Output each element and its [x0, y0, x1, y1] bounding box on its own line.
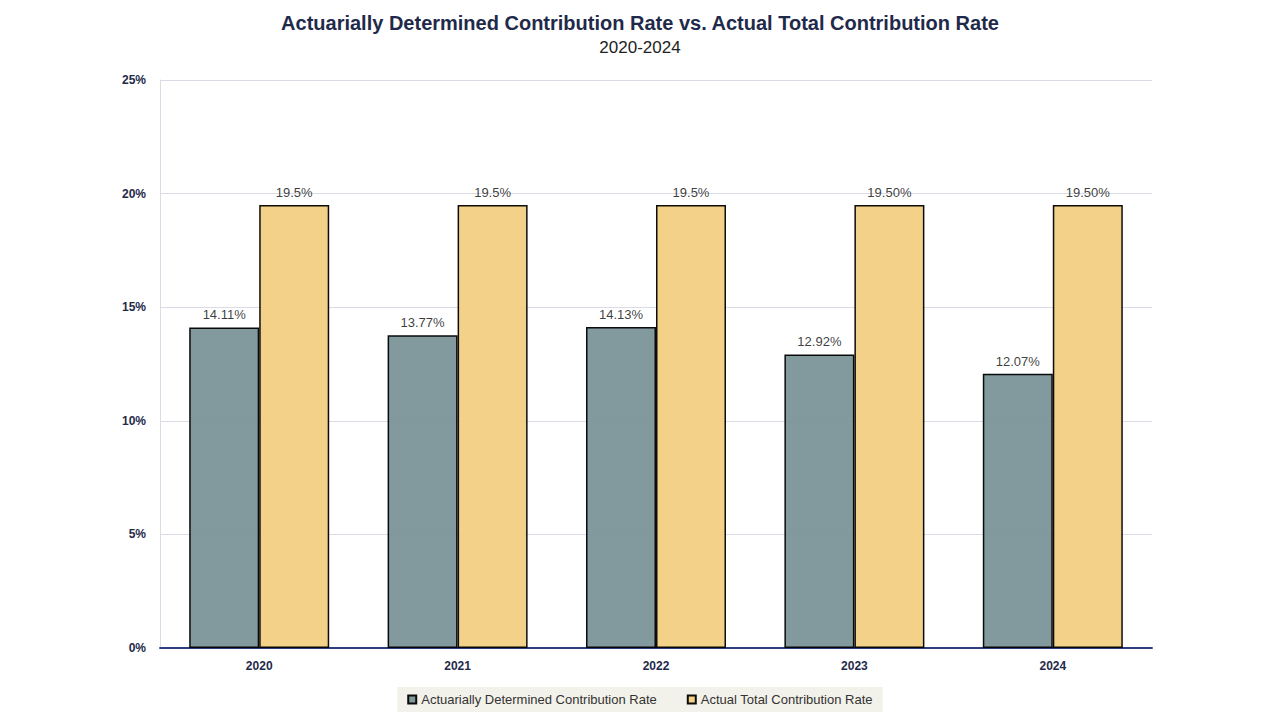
svg-text:15%: 15%	[122, 300, 146, 314]
svg-text:2020: 2020	[246, 659, 273, 673]
svg-text:2020-2024: 2020-2024	[599, 38, 680, 57]
svg-text:2022: 2022	[643, 659, 670, 673]
svg-text:19.5%: 19.5%	[474, 185, 511, 200]
svg-text:14.13%: 14.13%	[599, 307, 644, 322]
svg-text:Actual Total Contribution Rate: Actual Total Contribution Rate	[701, 692, 873, 707]
svg-text:19.5%: 19.5%	[673, 185, 710, 200]
svg-text:Actuarially Determined Contrib: Actuarially Determined Contribution Rate…	[281, 12, 999, 34]
svg-text:Actuarially Determined Contrib: Actuarially Determined Contribution Rate	[421, 692, 657, 707]
svg-text:19.5%: 19.5%	[276, 185, 313, 200]
svg-text:12.92%: 12.92%	[797, 334, 842, 349]
svg-text:14.11%: 14.11%	[203, 307, 247, 322]
svg-text:20%: 20%	[122, 187, 146, 201]
svg-text:2021: 2021	[444, 659, 471, 673]
svg-text:12.07%: 12.07%	[996, 354, 1041, 369]
svg-text:19.50%: 19.50%	[1066, 185, 1111, 200]
svg-text:13.77%: 13.77%	[401, 315, 446, 330]
svg-text:2024: 2024	[1039, 659, 1066, 673]
svg-text:25%: 25%	[122, 73, 146, 87]
svg-text:0%: 0%	[129, 641, 147, 655]
svg-text:5%: 5%	[129, 527, 147, 541]
svg-text:19.50%: 19.50%	[867, 185, 912, 200]
svg-text:2023: 2023	[841, 659, 868, 673]
svg-text:10%: 10%	[122, 414, 146, 428]
